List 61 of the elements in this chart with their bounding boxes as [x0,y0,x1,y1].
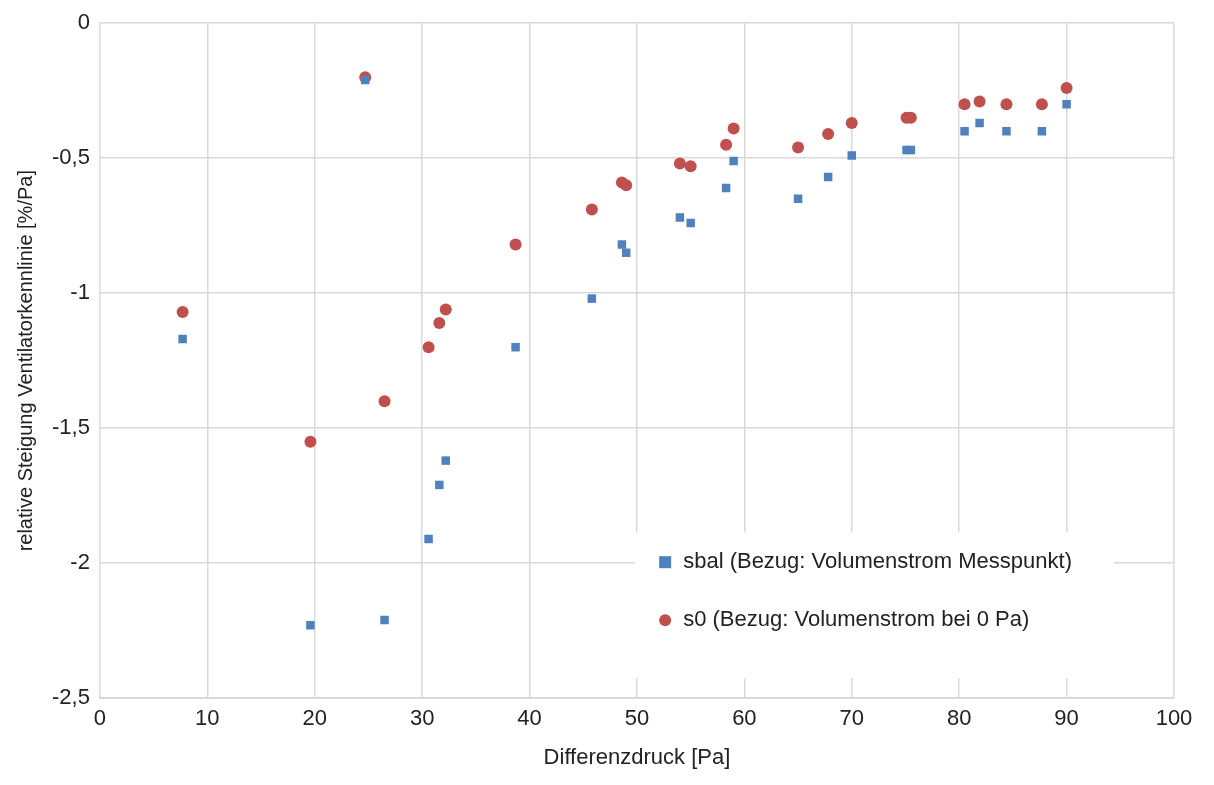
x-tick-label: 90 [1054,705,1079,731]
point [178,334,187,344]
legend-label: sbal (Bezug: Volumenstrom Messpunkt) [683,548,1073,574]
point [960,126,969,136]
point [1062,99,1071,109]
x-tick-label: 0 [93,705,107,731]
y-axis-title: relative Steigung Ventilatorkennlinie [%/Pa] [13,170,36,552]
point [958,98,971,111]
point [621,248,631,257]
point [433,316,446,329]
point [617,240,627,249]
point [675,213,685,222]
point [306,621,315,630]
x-tick-label: 50 [624,705,650,731]
x-tick-label: 20 [302,705,327,731]
x-tick-label: 40 [517,705,542,731]
point [304,435,317,448]
point [620,179,633,192]
point [511,342,520,352]
point [422,341,435,354]
point [439,303,452,316]
point [973,95,986,108]
point [176,306,189,319]
point [435,480,444,490]
point [847,151,857,160]
y-tick-label: -1 [70,279,90,305]
point [380,615,389,625]
point [1060,82,1073,94]
point [729,156,738,166]
legend-label: s0 (Bezug: Volumenstrom bei 0 Pa) [683,606,1030,632]
point [1000,98,1013,111]
point [686,218,695,228]
point [441,456,451,465]
x-axis-title: Differenzdruck [Pa] [543,743,731,769]
x-tick-label: 60 [732,705,757,731]
x-tick-label: 10 [195,705,220,731]
point [845,117,858,130]
x-tick-label: 100 [1155,705,1193,731]
x-tick-label: 80 [946,705,972,731]
y-tick-label: 0 [77,9,90,35]
point [378,395,391,408]
y-tick-label: -1,5 [51,414,90,440]
x-tick-label: 30 [409,705,435,731]
point [792,141,805,154]
point [424,534,433,544]
y-tick-label: -2,5 [51,684,90,710]
point [822,127,835,140]
x-tick-label: 70 [839,705,865,731]
point [720,138,733,151]
point [587,294,597,303]
point [1035,98,1048,111]
point [727,122,740,135]
point [585,203,598,216]
point [673,157,686,170]
point [1002,126,1011,136]
point [684,160,697,173]
point [793,194,803,203]
y-tick-label: -0,5 [51,144,90,170]
point [975,118,984,128]
point [509,238,522,251]
y-tick-label: -2 [70,549,90,575]
